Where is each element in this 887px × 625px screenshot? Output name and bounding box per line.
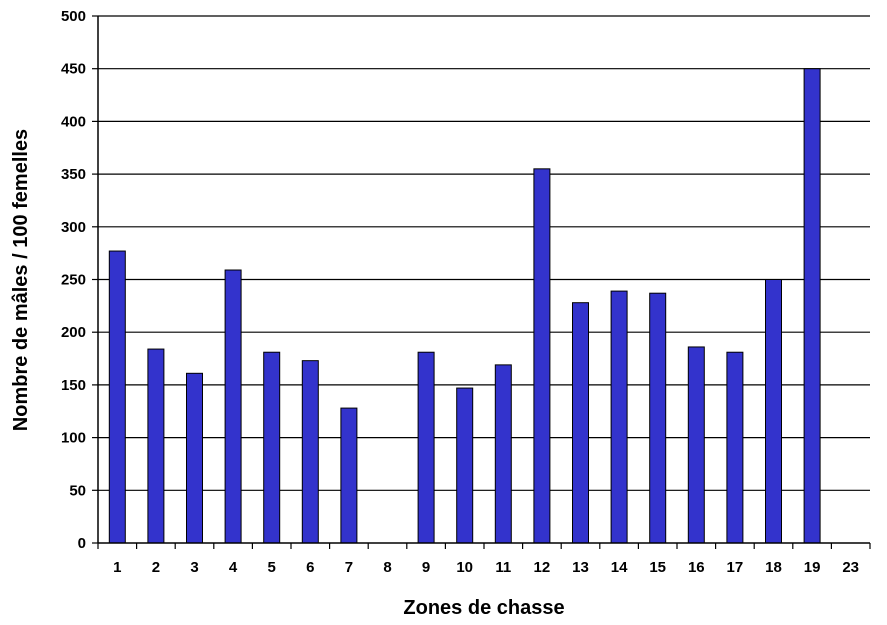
y-tick-label: 300 [61, 219, 86, 236]
bar-zone-5 [263, 351, 281, 544]
y-axis-title: Nombre de mâles / 100 femelles [10, 129, 32, 431]
x-tick-label: 1 [113, 559, 121, 576]
x-tick-label: 14 [611, 559, 628, 576]
bar-zone-4 [224, 269, 242, 544]
x-tick-label: 11 [495, 559, 511, 576]
y-tick-labels: 0 50 100 150 200 250 300 350 400 450 500 [61, 8, 86, 552]
y-tick-label: 350 [61, 166, 86, 183]
x-tick-label: 16 [688, 559, 705, 576]
x-axis-title: Zones de chasse [403, 597, 564, 619]
bar-zone-17 [726, 351, 744, 544]
y-tick-label: 250 [61, 272, 86, 289]
bar-zone-6 [301, 360, 319, 544]
bar-zone-19 [803, 68, 821, 544]
x-tick-label: 17 [727, 559, 744, 576]
bar-zone-10 [456, 387, 474, 544]
bar-zone-3 [186, 372, 203, 544]
bar-zone-12 [533, 168, 551, 544]
x-tick-labels: 1 2 3 4 5 6 7 8 9 10 11 12 13 14 15 16 17 18 19 23 [113, 559, 859, 576]
bar-zone-7 [340, 407, 358, 544]
bar-zone-14 [610, 290, 628, 544]
y-tick-label: 0 [78, 535, 86, 552]
y-tick-label: 50 [69, 482, 86, 499]
y-tick-label: 100 [61, 430, 86, 447]
x-tick-label: 10 [456, 559, 473, 576]
gridlines [98, 15, 870, 491]
x-tick-label: 4 [229, 559, 238, 576]
x-tick-label: 7 [345, 559, 353, 576]
bars [108, 68, 821, 544]
y-tick-label: 450 [61, 61, 86, 78]
y-tick-label: 150 [61, 377, 86, 394]
x-tick-label: 13 [572, 559, 589, 576]
x-tick-label: 23 [842, 559, 859, 576]
bar-zone-15 [649, 292, 667, 544]
bar-zone-9 [417, 351, 435, 544]
x-tick-label: 12 [534, 559, 551, 576]
bar-zone-11 [494, 364, 512, 544]
x-tick-label: 5 [268, 559, 276, 576]
bar-zone-2 [147, 348, 165, 544]
x-tick-label: 6 [306, 559, 314, 576]
y-tick-label: 200 [61, 324, 86, 341]
y-tick-label: 500 [61, 8, 86, 25]
y-tick-label: 400 [61, 113, 86, 130]
x-tick-label: 15 [649, 559, 666, 576]
x-tick-label: 18 [765, 559, 782, 576]
bar-zone-1 [108, 250, 126, 544]
x-tick-label: 3 [190, 559, 198, 576]
x-tick-label: 8 [383, 559, 391, 576]
x-tick-label: 19 [804, 559, 821, 576]
bar-zone-13 [572, 302, 589, 544]
x-tick-label: 9 [422, 559, 430, 576]
bar-zone-18 [765, 279, 782, 544]
x-tick-label: 2 [152, 559, 160, 576]
axes [92, 15, 871, 549]
bar-zone-16 [687, 346, 705, 544]
